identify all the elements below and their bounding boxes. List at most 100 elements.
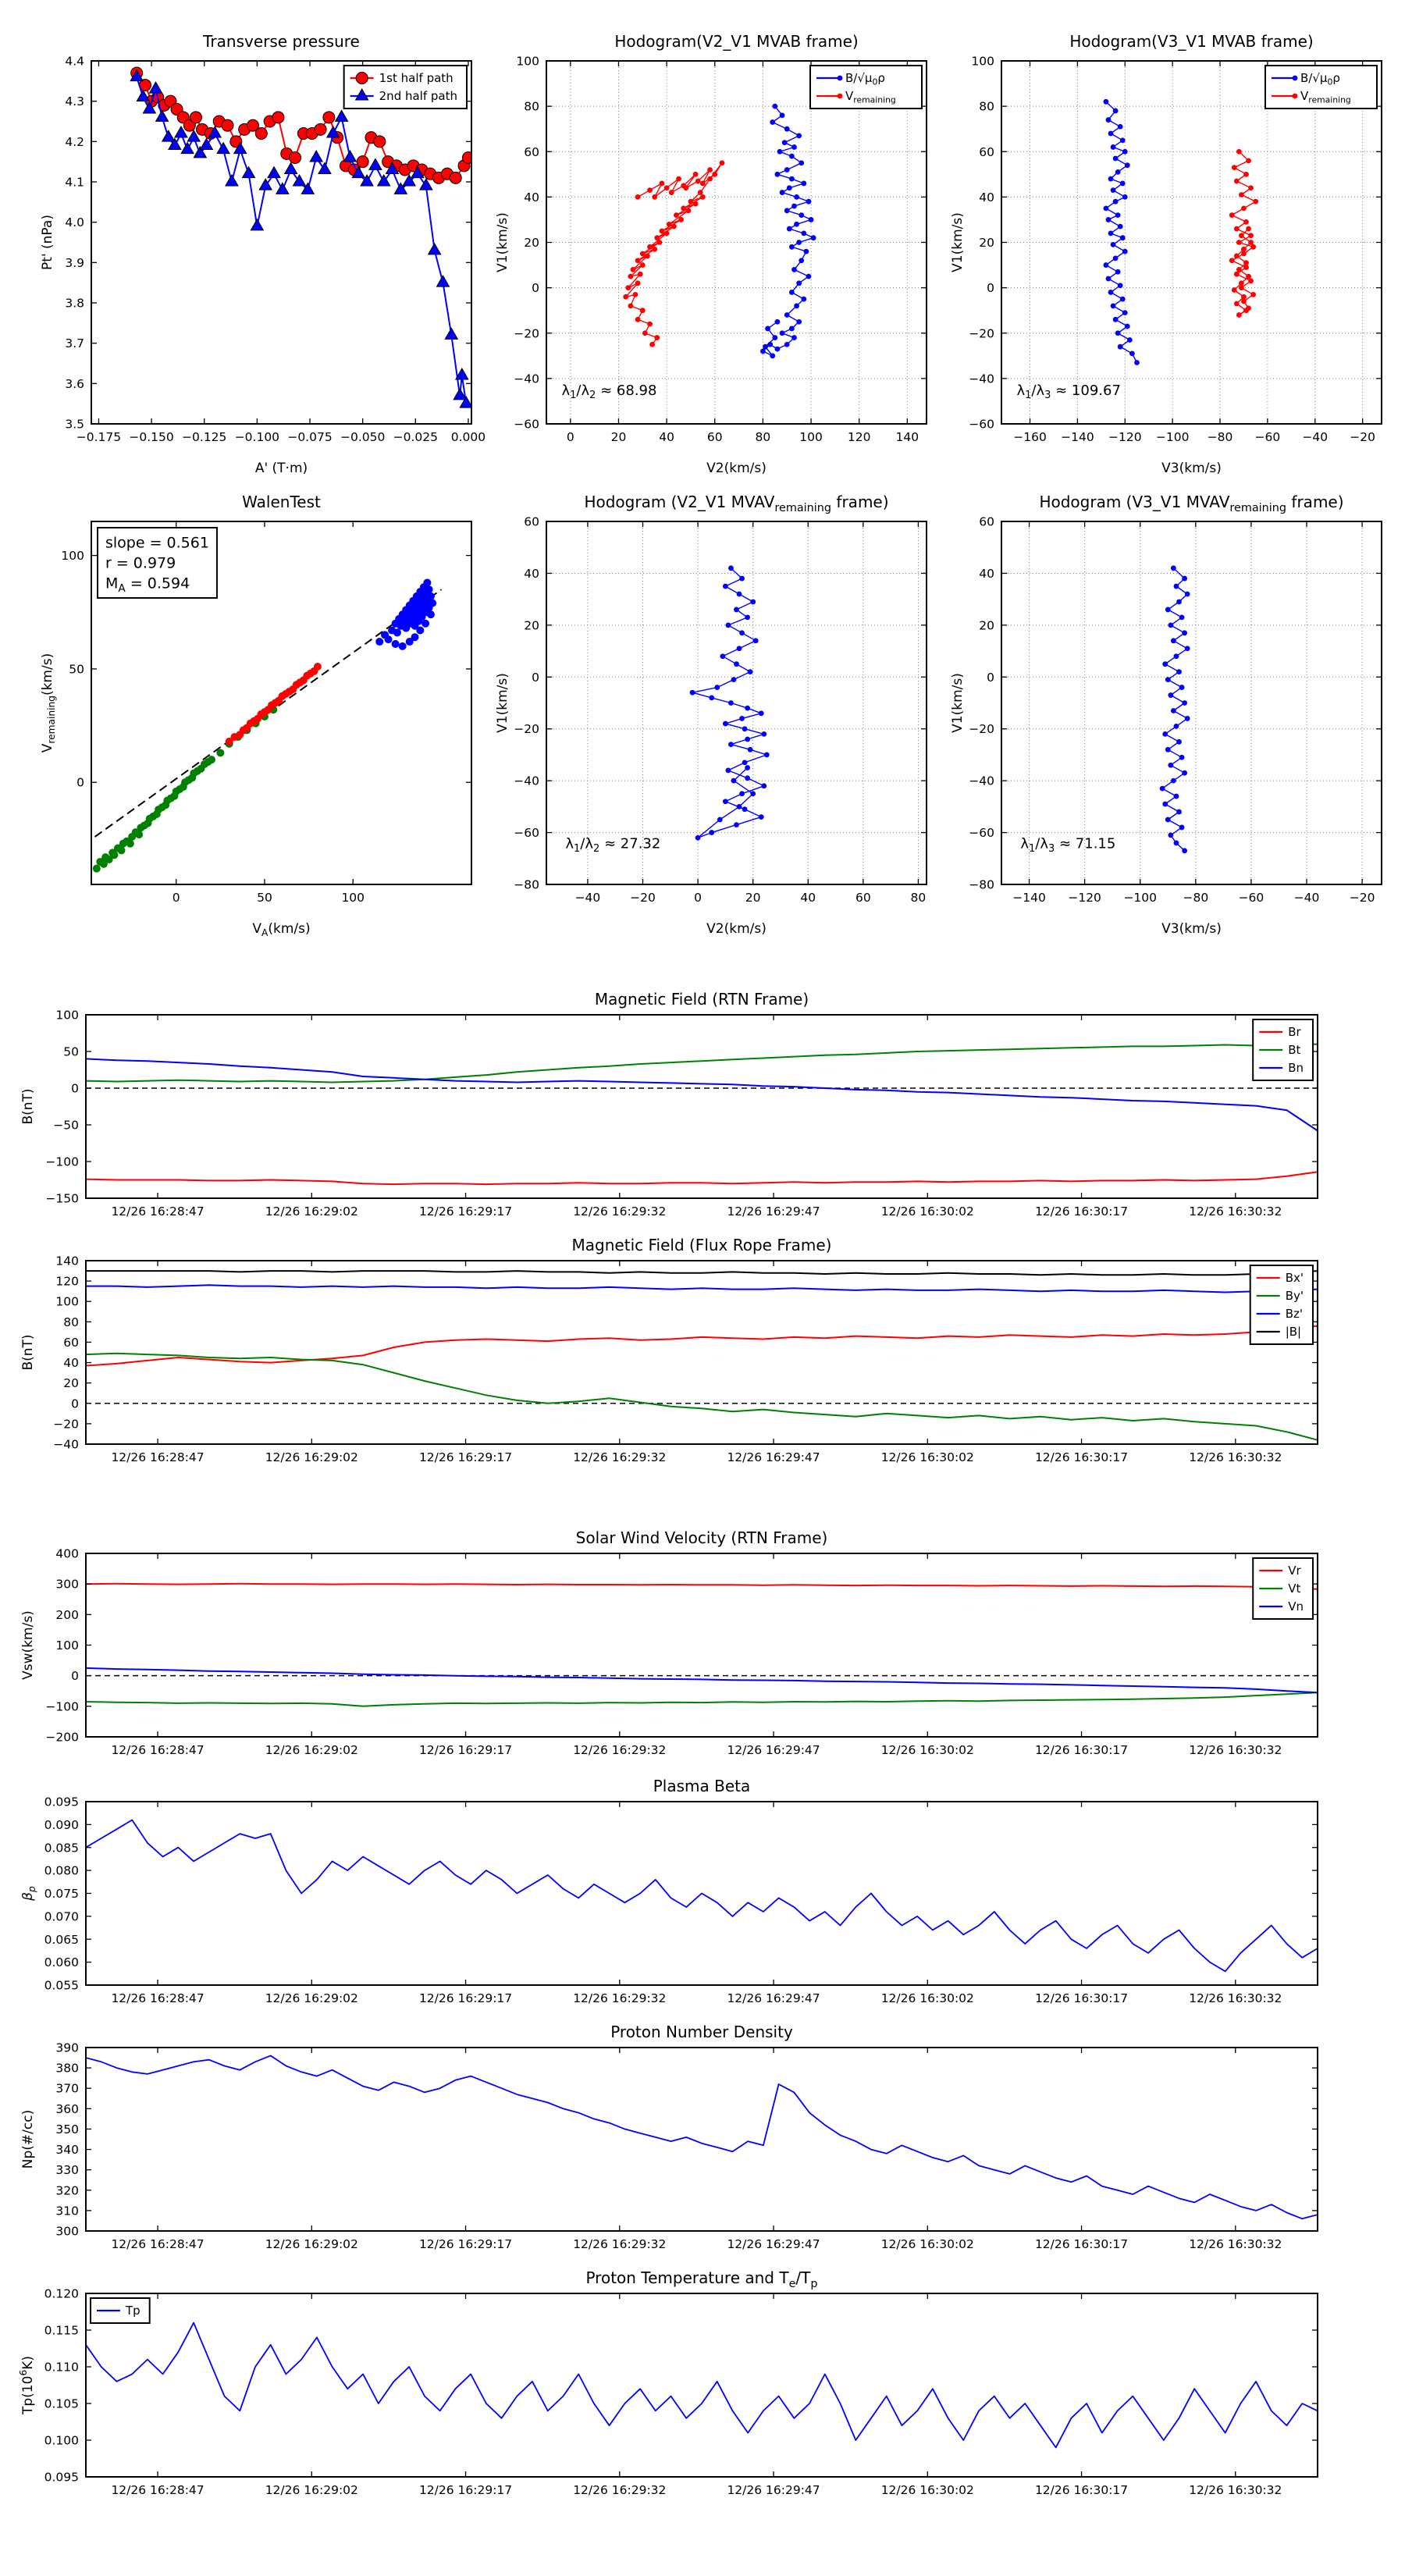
tick-labels: −160 −140 −120 −100 −80 −60 −40 −20 −60 −40 −20 0 20… bbox=[969, 55, 1375, 445]
plot-proton-temperature: 12/26 16:28:47 12/26 16:29:02 12/26 16:29:… bbox=[20, 2258, 1331, 2507]
x-tick-label: 100 bbox=[341, 891, 365, 905]
y-tick-label: 4.3 bbox=[65, 94, 84, 109]
legend-label: B/√μ0ρ bbox=[1300, 71, 1340, 87]
plot-solar-wind-velocity: 12/26 16:28:47 12/26 16:29:02 12/26 16:29:… bbox=[20, 1518, 1331, 1767]
y-axis-label: V1(km/s) bbox=[950, 673, 966, 733]
y-axis-label: V1(km/s) bbox=[950, 212, 966, 272]
y-axis-label: βp bbox=[20, 1886, 37, 1902]
x-tick-label: −160 bbox=[1013, 430, 1047, 444]
x-tick-label: 12/26 16:30:02 bbox=[881, 1743, 974, 1757]
x-tick-label: 12/26 16:29:17 bbox=[419, 1450, 512, 1464]
x-tick-label: 12/26 16:29:17 bbox=[419, 1991, 512, 2005]
y-tick-label: 0.070 bbox=[44, 1909, 79, 1923]
x-axis-label: V3(km/s) bbox=[1161, 461, 1222, 476]
x-tick-label: 12/26 16:28:47 bbox=[111, 2483, 204, 2497]
y-axis-label: B(nT) bbox=[20, 1088, 36, 1124]
y-tick-label: 4.1 bbox=[65, 176, 84, 190]
x-tick-label: 0 bbox=[567, 430, 574, 444]
x-tick-label: 12/26 16:30:32 bbox=[1189, 1204, 1282, 1219]
y-tick-label: −80 bbox=[969, 878, 994, 892]
plot-hodogram-v3v1-mvav: −140 −120 −100 −80 −60 −40 −20 −80 −60 −40 −20 0 20 4… bbox=[949, 475, 1405, 957]
y-tick-label: 300 bbox=[55, 1578, 79, 1592]
series-bt bbox=[86, 1043, 1318, 1083]
series-v-hodogram bbox=[1159, 565, 1190, 854]
x-tick-label: 12/26 16:29:17 bbox=[419, 2483, 512, 2497]
legend-label: Bz' bbox=[1286, 1307, 1303, 1321]
x-tick-label: −0.125 bbox=[182, 430, 226, 444]
chart-svg: 12/26 16:28:47 12/26 16:29:02 12/26 16:29:… bbox=[20, 980, 1331, 1228]
y-tick-label: 300 bbox=[55, 2225, 79, 2239]
x-axis-label: V2(km/s) bbox=[706, 461, 767, 476]
y-tick-label: 0.060 bbox=[44, 1955, 79, 1969]
gridlines bbox=[546, 60, 927, 425]
chart-svg: −160 −140 −120 −100 −80 −60 −40 −20 −60 −40 −20 0 20… bbox=[949, 14, 1405, 496]
x-tick-label: 12/26 16:29:32 bbox=[573, 1743, 666, 1757]
y-tick-label: −60 bbox=[969, 418, 994, 432]
x-tick-label: 12/26 16:29:32 bbox=[573, 1204, 666, 1219]
y-axis-label: V1(km/s) bbox=[495, 212, 510, 272]
x-tick-label: −120 bbox=[1068, 891, 1101, 905]
x-tick-label: 12/26 16:29:32 bbox=[573, 2237, 666, 2251]
ticks bbox=[86, 1801, 1318, 1986]
y-tick-label: 80 bbox=[63, 1315, 79, 1329]
gridlines bbox=[546, 521, 927, 885]
y-tick-label: 200 bbox=[55, 1608, 79, 1622]
x-tick-label: 12/26 16:28:47 bbox=[111, 1450, 204, 1464]
y-tick-label: 3.9 bbox=[65, 256, 84, 270]
chart-svg: −40 −20 0 20 40 60 80 −80 −60 −40 −20 0 20 40 60 Hodogr… bbox=[494, 475, 962, 957]
plot-title: Proton Temperature and Te/Tp bbox=[585, 2268, 817, 2290]
x-tick-label: 12/26 16:28:47 bbox=[111, 1204, 204, 1219]
y-tick-label: −200 bbox=[45, 1731, 79, 1745]
y-tick-label: −40 bbox=[514, 372, 539, 386]
y-tick-label: 60 bbox=[979, 145, 994, 159]
x-tick-label: 20 bbox=[745, 891, 761, 905]
y-tick-label: 3.6 bbox=[65, 377, 84, 391]
x-tick-label: 100 bbox=[799, 430, 823, 444]
series-b-sqrt-mu0-rho- bbox=[1103, 98, 1140, 365]
y-tick-label: 0.110 bbox=[44, 2361, 79, 2375]
x-tick-label: 12/26 16:28:47 bbox=[111, 2237, 204, 2251]
x-tick-label: −140 bbox=[1061, 430, 1094, 444]
series-cluster bbox=[375, 578, 437, 650]
y-tick-label: 40 bbox=[524, 190, 539, 205]
x-tick-label: 12/26 16:29:32 bbox=[573, 2483, 666, 2497]
series-b-sqrt-mu0-rho- bbox=[760, 103, 816, 359]
y-tick-label: −100 bbox=[45, 1699, 79, 1713]
y-tick-label: 100 bbox=[61, 549, 84, 563]
legend-label: Vn bbox=[1288, 1599, 1304, 1614]
y-tick-label: 100 bbox=[55, 1638, 79, 1653]
x-tick-label: 12/26 16:30:32 bbox=[1189, 2237, 1282, 2251]
legend: B/√μ0ρ Vremaining bbox=[809, 65, 923, 109]
plot-title: Hodogram (V3_V1 MVAVremaining frame) bbox=[1039, 493, 1343, 514]
x-tick-label: 12/26 16:30:17 bbox=[1035, 2483, 1128, 2497]
stats-box: slope = 0.561 r = 0.979 MA = 0.594 bbox=[97, 527, 218, 599]
x-tick-label: 12/26 16:29:47 bbox=[727, 1743, 820, 1757]
y-tick-label: −100 bbox=[45, 1155, 79, 1169]
y-tick-label: 100 bbox=[516, 55, 539, 69]
y-tick-label: 60 bbox=[979, 515, 994, 529]
series-beta-p bbox=[86, 1819, 1318, 1973]
chart-svg: 12/26 16:28:47 12/26 16:29:02 12/26 16:29:… bbox=[20, 1226, 1331, 1474]
series-second-half bbox=[225, 663, 322, 745]
x-tick-label: −140 bbox=[1012, 891, 1046, 905]
x-tick-label: 50 bbox=[257, 891, 272, 905]
y-tick-label: 20 bbox=[524, 618, 539, 632]
x-tick-label: 12/26 16:30:02 bbox=[881, 2483, 974, 2497]
y-tick-label: 100 bbox=[971, 55, 994, 69]
x-tick-label: −0.100 bbox=[235, 430, 279, 444]
x-tick-label: 40 bbox=[800, 891, 816, 905]
y-tick-label: 0 bbox=[71, 1669, 79, 1683]
y-tick-label: −150 bbox=[45, 1192, 79, 1206]
tick-labels: 0 50 100 0 50 100 bbox=[61, 549, 365, 905]
series-2nd-half-path bbox=[130, 69, 471, 408]
y-tick-label: 0.075 bbox=[44, 1887, 79, 1901]
y-tick-label: 0 bbox=[532, 671, 539, 685]
x-tick-label: 12/26 16:29:02 bbox=[265, 1204, 358, 1219]
y-tick-label: 120 bbox=[55, 1275, 79, 1289]
x-tick-label: −40 bbox=[1294, 891, 1320, 905]
y-tick-label: 100 bbox=[55, 1295, 79, 1309]
x-tick-label: −0.075 bbox=[287, 430, 332, 444]
y-tick-label: 20 bbox=[63, 1376, 79, 1390]
x-tick-label: 12/26 16:28:47 bbox=[111, 1991, 204, 2005]
y-tick-label: 400 bbox=[55, 1547, 79, 1561]
